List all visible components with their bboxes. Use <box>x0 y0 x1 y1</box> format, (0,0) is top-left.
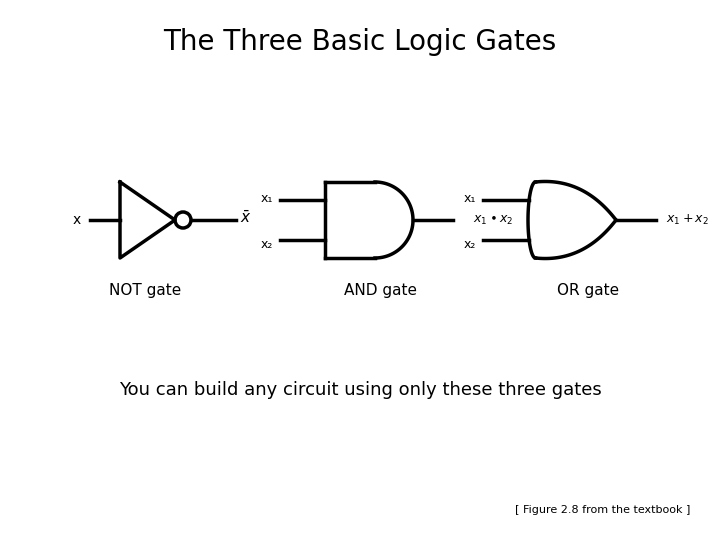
Text: x₁: x₁ <box>261 192 273 205</box>
Text: $x_1 \bullet x_2$: $x_1 \bullet x_2$ <box>473 213 513 227</box>
Text: NOT gate: NOT gate <box>109 282 181 298</box>
Text: x₁: x₁ <box>464 192 476 205</box>
Text: x: x <box>73 213 81 227</box>
Text: You can build any circuit using only these three gates: You can build any circuit using only the… <box>119 381 601 399</box>
Text: x₂: x₂ <box>464 238 476 251</box>
Text: The Three Basic Logic Gates: The Three Basic Logic Gates <box>163 28 557 56</box>
Text: $\bar{x}$: $\bar{x}$ <box>240 210 252 226</box>
Text: x₂: x₂ <box>261 238 273 251</box>
Text: AND gate: AND gate <box>343 282 416 298</box>
Text: $x_1 + x_2$: $x_1 + x_2$ <box>666 213 709 227</box>
Text: [ Figure 2.8 from the textbook ]: [ Figure 2.8 from the textbook ] <box>515 505 690 515</box>
Text: OR gate: OR gate <box>557 282 619 298</box>
